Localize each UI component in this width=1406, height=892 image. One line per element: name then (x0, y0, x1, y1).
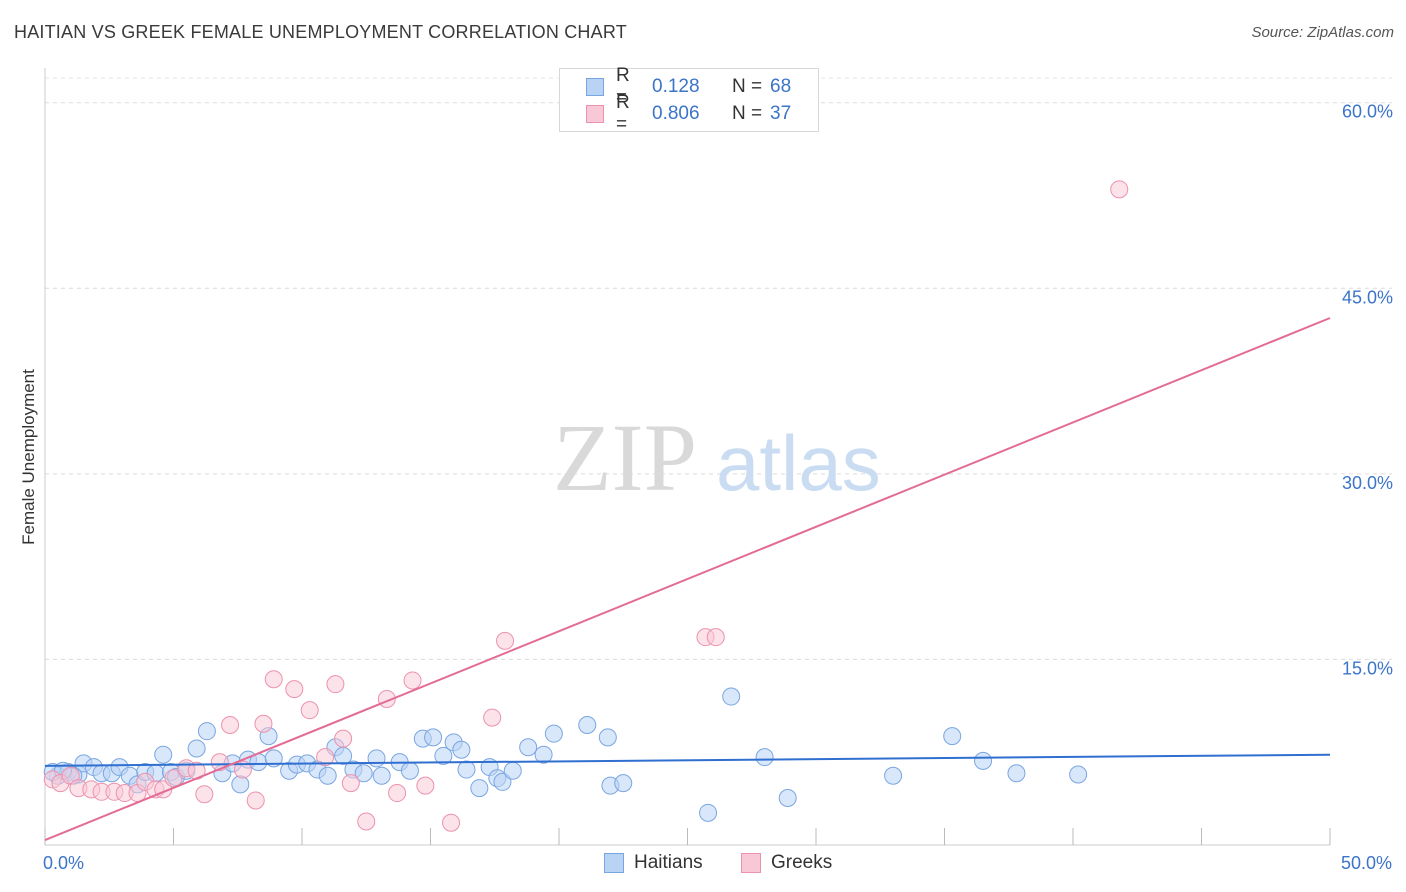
label-layer: 15.0% 30.0% 45.0% 60.0% 0.0% 50.0% (43, 102, 1393, 873)
point-greeks (706, 628, 725, 647)
bottom-legend-greeks: Greeks (741, 852, 832, 874)
point-haitians (457, 760, 476, 779)
point-haitians (372, 766, 391, 785)
point-haitians (400, 761, 419, 780)
x-tick-label: 0.0% (43, 853, 84, 873)
point-haitians (578, 716, 597, 735)
axis-layer (44, 68, 1331, 846)
y-tick-label: 60.0% (1342, 102, 1393, 122)
point-haitians (354, 764, 373, 783)
point-greeks (285, 680, 304, 699)
point-greeks (403, 671, 422, 690)
grid-layer (45, 77, 1392, 660)
legend-row-greeks: R = 0.806 N = 37 (586, 92, 792, 135)
point-greeks (341, 774, 360, 793)
point-haitians (231, 775, 250, 794)
trend-line-greeks (44, 317, 1331, 841)
bottom-legend-swatch-greeks (741, 853, 761, 873)
point-haitians (493, 772, 512, 791)
trend-line-haitians (44, 753, 1331, 767)
point-haitians (424, 728, 443, 747)
source-label: Source: ZipAtlas.com (1251, 24, 1394, 41)
point-greeks (300, 701, 319, 720)
legend-n-label: N = (732, 76, 763, 97)
point-haitians (503, 761, 522, 780)
point-haitians (154, 745, 173, 764)
point-haitians (974, 751, 993, 770)
point-haitians (755, 748, 774, 767)
point-greeks (164, 769, 183, 788)
legend-r-label: R = (616, 92, 630, 135)
point-greeks (254, 714, 273, 733)
point-haitians (1007, 764, 1026, 783)
point-haitians (187, 739, 206, 758)
point-greeks (246, 791, 265, 810)
watermark-atlas: atlas (716, 419, 881, 507)
point-greeks (416, 776, 435, 795)
legend-n-label: N = (732, 103, 763, 124)
watermark: ZIP atlas (553, 404, 881, 511)
x-tick-label: 50.0% (1341, 853, 1392, 873)
point-greeks (264, 670, 283, 689)
point-greeks (195, 785, 214, 804)
point-haitians (1069, 765, 1088, 784)
points-layer (43, 180, 1129, 832)
point-greeks (357, 812, 376, 831)
legend-r-value: 0.128 (652, 76, 700, 97)
legend-n-value: 37 (770, 103, 792, 124)
bottom-legend-label-greeks: Greeks (771, 852, 833, 873)
point-haitians (943, 727, 962, 746)
point-haitians (884, 766, 903, 785)
point-haitians (452, 740, 471, 759)
point-greeks (496, 631, 515, 650)
legend-r-label: R = (616, 65, 630, 108)
point-greeks (221, 716, 240, 735)
legend-swatch-haitians (586, 78, 604, 96)
correlation-legend: R = 0.128 N = 68 R = 0.806 N = 37 (559, 65, 819, 135)
watermark-zip: ZIP (553, 404, 697, 511)
point-greeks (483, 708, 502, 727)
legend-n-value: 68 (770, 76, 792, 97)
legend-row-haitians: R = 0.128 N = 68 (586, 65, 792, 108)
bottom-legend-label-haitians: Haitians (634, 852, 703, 873)
y-tick-label: 15.0% (1342, 658, 1393, 678)
point-haitians (264, 749, 283, 768)
point-haitians (699, 803, 718, 822)
bottom-legend-haitians: Haitians (604, 852, 703, 874)
y-axis-label: Female Unemployment (19, 369, 38, 545)
point-haitians (470, 779, 489, 798)
point-haitians (544, 724, 563, 743)
point-greeks (442, 813, 461, 832)
point-haitians (534, 745, 553, 764)
bottom-legend-swatch-haitians (604, 853, 624, 873)
point-haitians (434, 746, 453, 765)
y-tick-label: 30.0% (1342, 473, 1393, 493)
point-haitians (614, 774, 633, 793)
point-greeks (316, 748, 335, 767)
point-haitians (722, 687, 741, 706)
point-haitians (197, 722, 216, 741)
trend-layer (44, 317, 1331, 841)
chart-title: HAITIAN VS GREEK FEMALE UNEMPLOYMENT COR… (14, 22, 627, 42)
point-greeks (334, 729, 353, 748)
legend-swatch-greeks (586, 105, 604, 123)
y-tick-label: 45.0% (1342, 287, 1393, 307)
point-haitians (519, 738, 538, 757)
point-greeks (388, 784, 407, 803)
point-greeks (326, 675, 345, 694)
point-haitians (598, 728, 617, 747)
legend-r-value: 0.806 (652, 103, 700, 124)
point-greeks (233, 760, 252, 779)
point-greeks (1110, 180, 1129, 199)
point-haitians (367, 749, 386, 768)
point-haitians (318, 766, 337, 785)
point-haitians (778, 788, 797, 807)
